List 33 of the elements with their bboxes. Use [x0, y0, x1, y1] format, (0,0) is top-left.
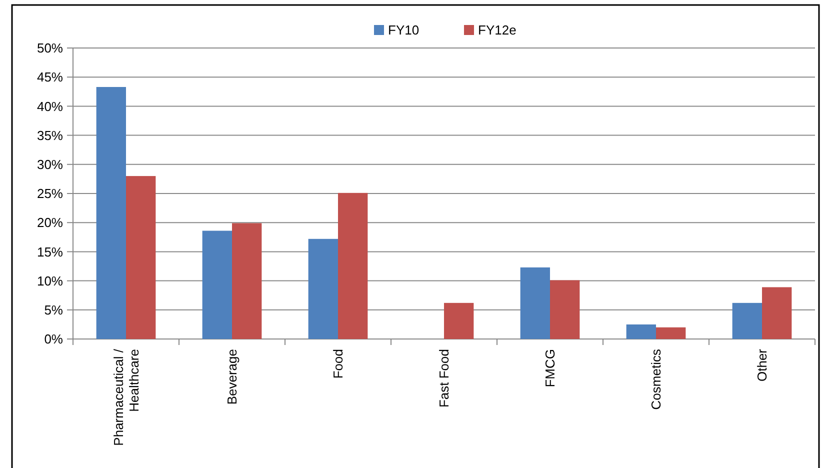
x-tick-label: FMCG [542, 349, 558, 388]
x-tick-label: Fast Food [436, 349, 452, 408]
y-tick-label: 0% [44, 332, 64, 347]
y-tick-label: 20% [36, 215, 64, 230]
bar [520, 267, 550, 339]
bar [96, 86, 126, 339]
x-tick-label: Other [754, 348, 770, 382]
y-tick-label: 40% [36, 98, 64, 114]
bar [338, 192, 368, 339]
x-tick-label: Food [330, 349, 346, 379]
bar [308, 238, 338, 339]
legend-label: FY10 [388, 22, 420, 38]
x-tick-label: Beverage [224, 349, 240, 405]
y-tick-label: 15% [36, 244, 64, 260]
bar [232, 223, 262, 339]
y-tick-label: 45% [36, 70, 64, 85]
x-tick-label: Cosmetics [648, 348, 664, 410]
y-tick-label: 35% [36, 128, 64, 143]
y-tick-label: 25% [36, 186, 64, 202]
y-tick-label: 10% [36, 273, 64, 288]
bar [444, 302, 474, 339]
legend-label: FY12e [478, 22, 516, 38]
x-tick-label: Pharmaceutical / Healthcare [110, 348, 142, 446]
bar [550, 280, 580, 339]
bar [762, 287, 792, 339]
bar [126, 176, 156, 339]
y-tick-label: 5% [44, 302, 64, 318]
y-tick-label: 30% [36, 156, 64, 172]
y-tick-label: 50% [36, 40, 64, 56]
bar [732, 302, 762, 339]
bar [626, 324, 656, 339]
bar [202, 230, 232, 339]
bar [656, 327, 686, 339]
